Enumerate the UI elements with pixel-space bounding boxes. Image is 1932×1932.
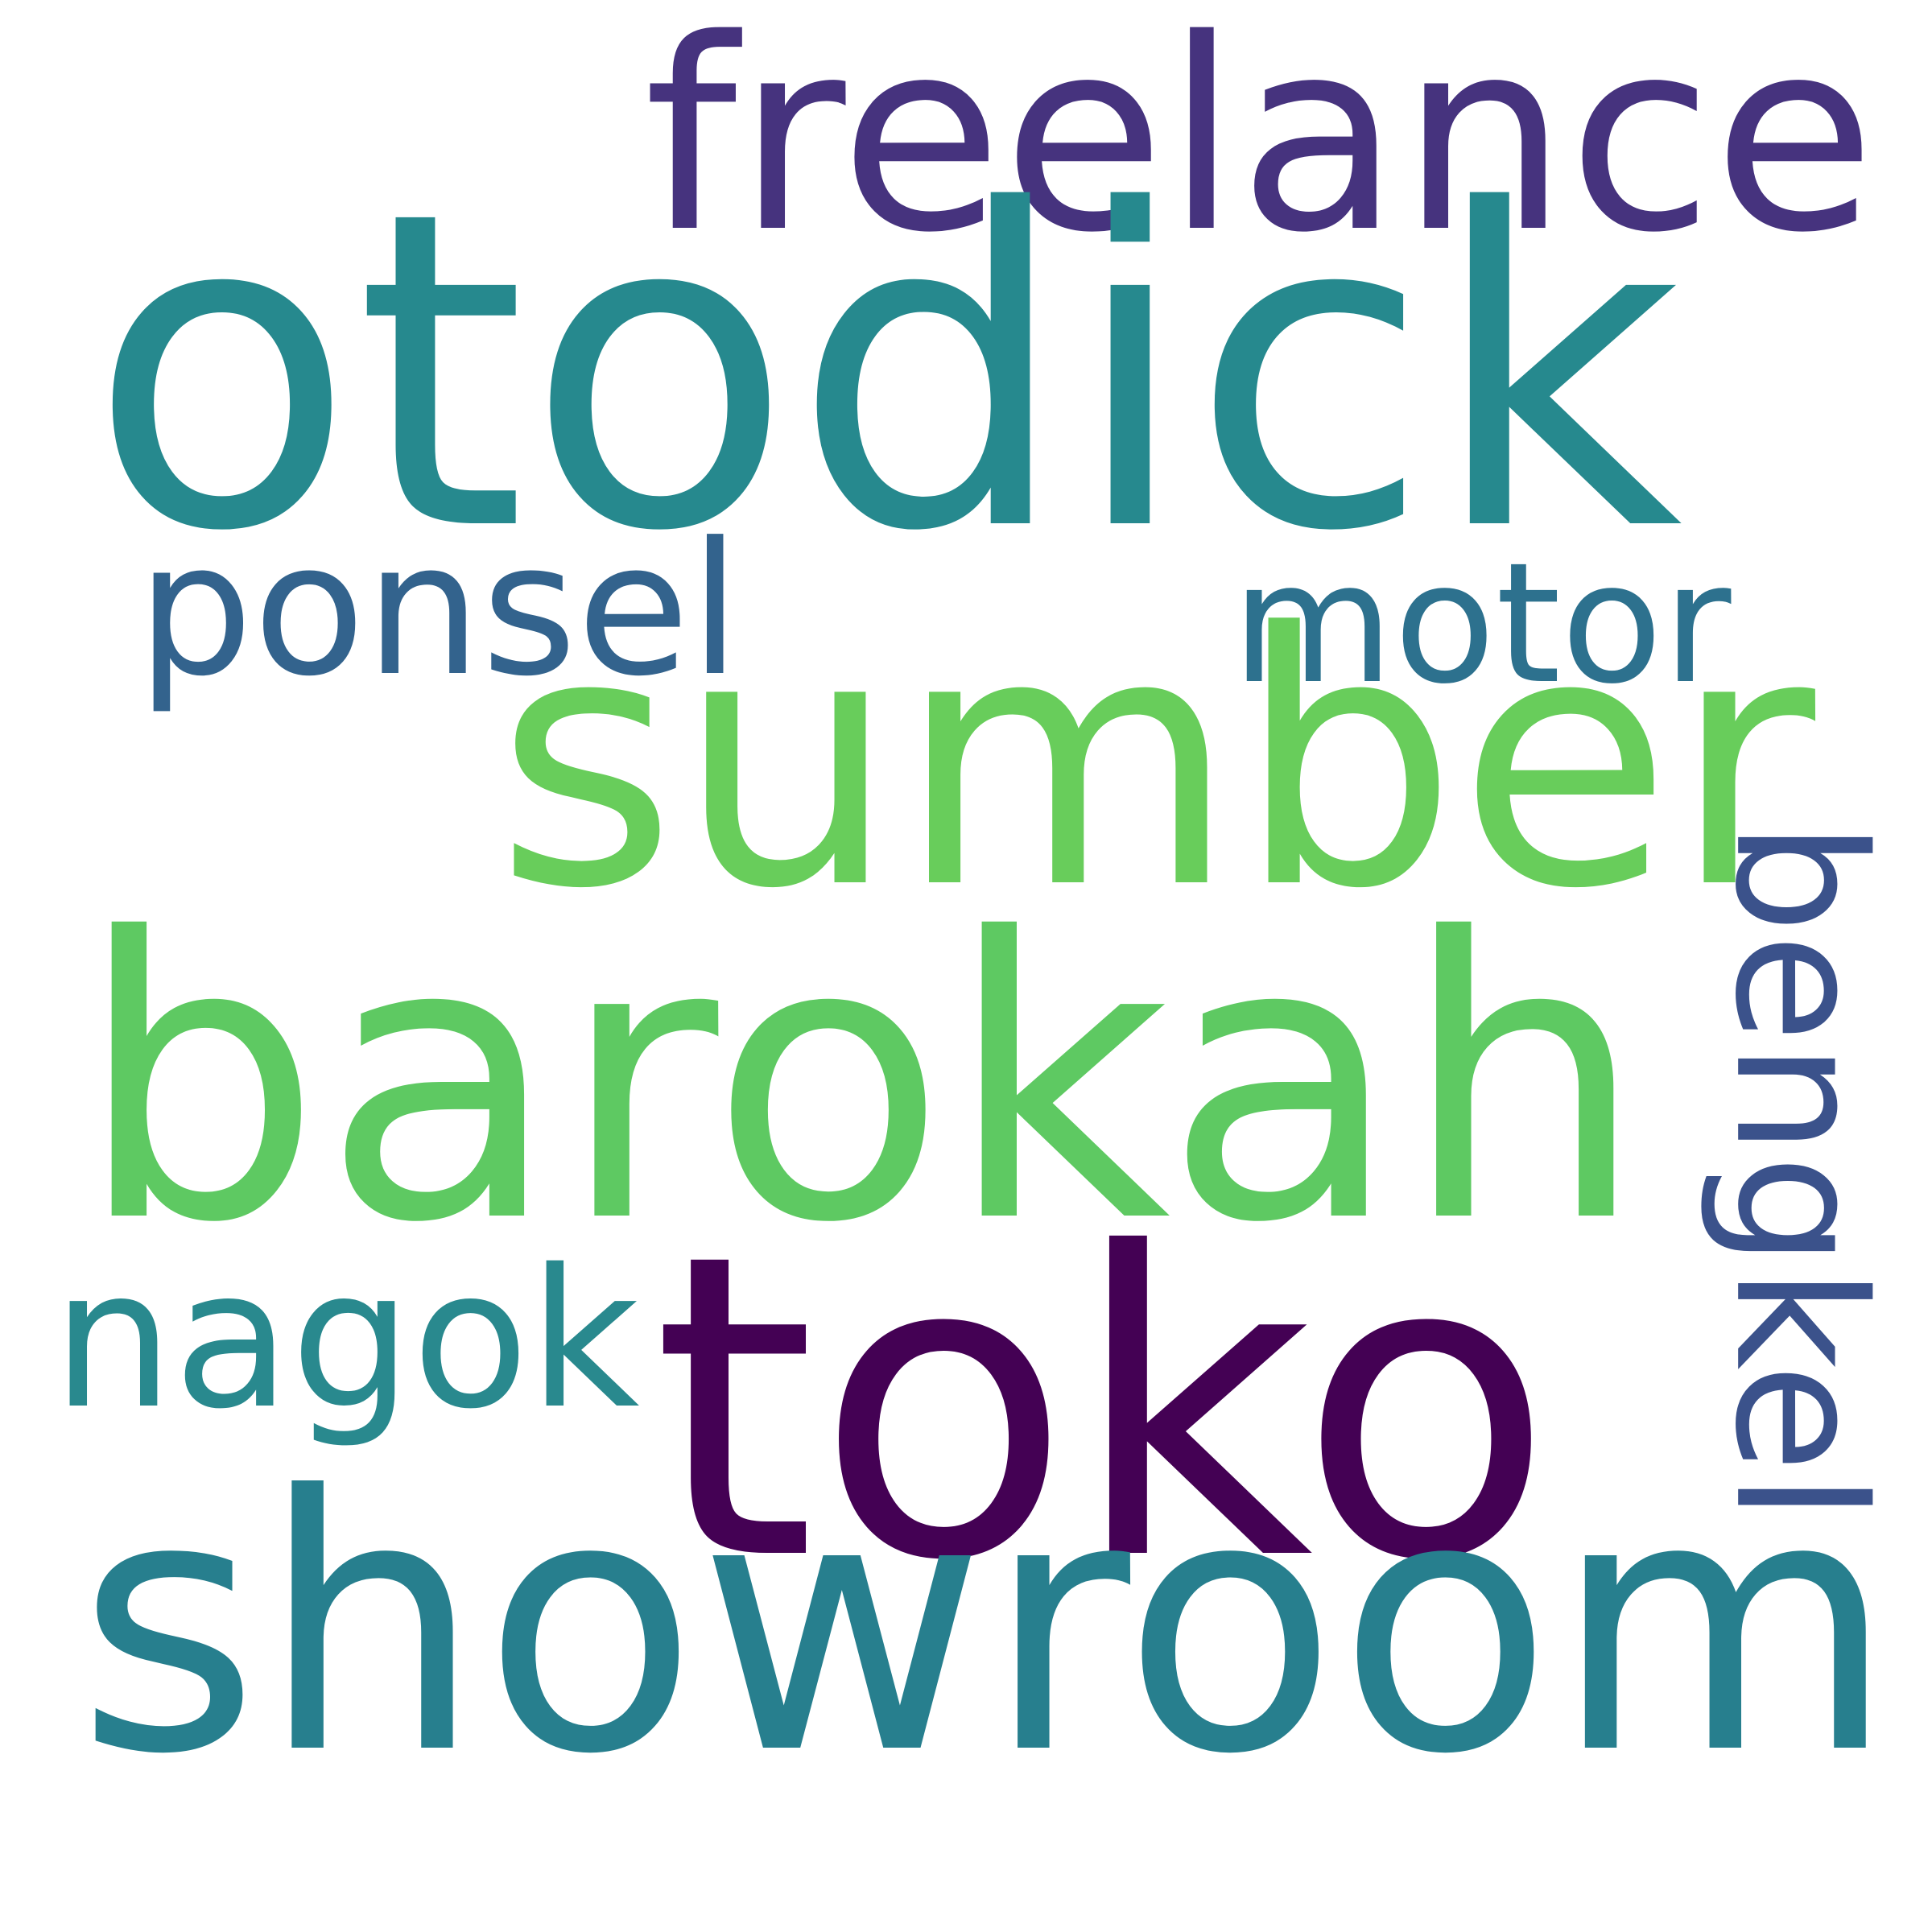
word-otodick: otodick [89, 118, 1683, 626]
word-ponsel: ponsel [137, 502, 741, 716]
word-nagok: nagok [52, 1228, 640, 1451]
word-motor: motor [1232, 526, 1732, 720]
word-sumber: sumber [495, 559, 1816, 965]
word-barokah: barokah [76, 857, 1647, 1307]
word-showroom: showroom [76, 1421, 1896, 1831]
word-freelance: freelance [644, 0, 1876, 291]
word-toko: toko [652, 1165, 1554, 1652]
word-bengkel: bengkel [1696, 820, 1903, 1522]
